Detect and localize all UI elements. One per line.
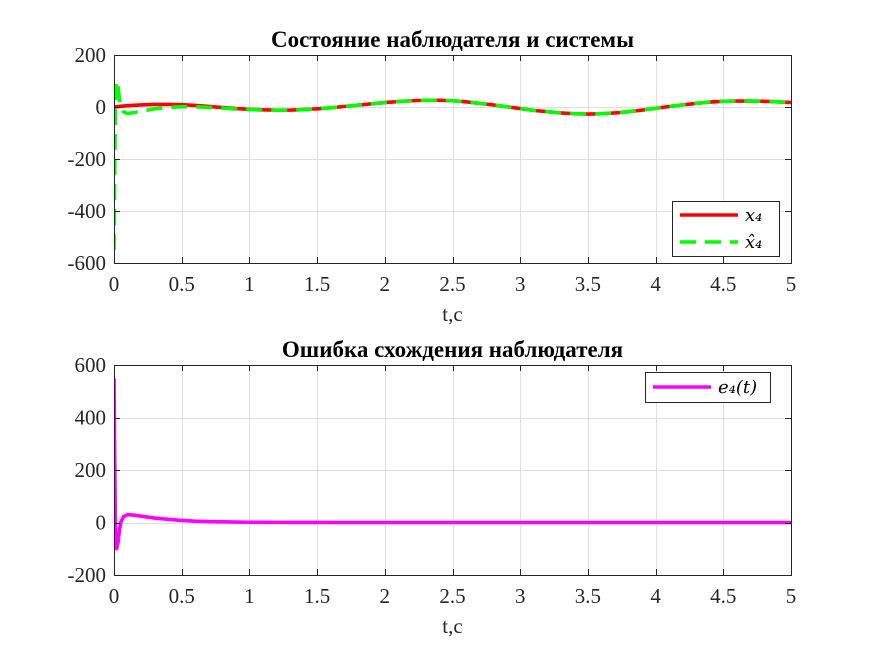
- x-tick-label: 5: [786, 272, 797, 296]
- legend: x₄ x̂₄: [672, 201, 780, 257]
- y-tick-label: -200: [68, 147, 107, 171]
- x-tick-label: 4: [650, 584, 661, 608]
- x-tick-label: 1: [244, 272, 255, 296]
- state-axes: 0 0.5 1 1.5 2 2.5 3 3.5 4 4.5 5 -600 -400 -200 0 200 Со…: [68, 27, 797, 326]
- grid: [114, 55, 791, 263]
- legend-label-error: e₄(t): [718, 377, 757, 398]
- y-tick-label: -200: [68, 563, 107, 587]
- legend-label-estimate: x̂₄: [745, 232, 762, 253]
- x-tick-label: 0: [109, 272, 120, 296]
- legend-box: [672, 201, 780, 257]
- y-tick-label: 600: [75, 353, 107, 377]
- y-tick-label: -400: [68, 199, 107, 223]
- series-layer: [114, 78, 792, 251]
- x-tick-label: 4.5: [710, 584, 736, 608]
- x-tick-label: 2: [380, 272, 391, 296]
- x-tick-label: 3: [515, 272, 526, 296]
- y-tick-label: 200: [75, 458, 107, 482]
- x-tick-label: 0.5: [169, 272, 195, 296]
- chart-title: Состояние наблюдателя и системы: [271, 27, 634, 52]
- y-tick-label: -600: [68, 251, 107, 275]
- x-tick-label: 1.5: [304, 272, 330, 296]
- tick-marks: [114, 55, 792, 264]
- legend-label-state: x₄: [745, 205, 762, 226]
- y-tick-label: 0: [96, 511, 107, 535]
- x-tick-label: 3.5: [575, 272, 601, 296]
- x-tick-label: 1.5: [304, 584, 330, 608]
- x-tick-label: 4.5: [710, 272, 736, 296]
- x-tick-label: 2: [380, 584, 391, 608]
- x-tick-label: 2.5: [439, 272, 465, 296]
- x-tick-label: 1: [244, 584, 255, 608]
- x-tick-label: 3.5: [575, 584, 601, 608]
- tick-labels: 0 0.5 1 1.5 2 2.5 3 3.5 4 4.5 5 -600 -400 -200 0 200: [68, 43, 797, 296]
- x-tick-label: 3: [515, 584, 526, 608]
- series-line-2: [114, 78, 792, 251]
- x-tick-label: 2.5: [439, 584, 465, 608]
- x-tick-label: 5: [786, 584, 797, 608]
- x-tick-label: 0.5: [169, 584, 195, 608]
- series-layer: [114, 378, 791, 551]
- tick-marks: [114, 365, 792, 576]
- series-line-1: [114, 378, 791, 551]
- chart-title: Ошибка схождения наблюдателя: [282, 337, 623, 362]
- y-tick-label: 400: [75, 406, 107, 430]
- x-axis-label: t,c: [442, 302, 462, 326]
- x-tick-label: 0: [109, 584, 120, 608]
- x-tick-label: 4: [650, 272, 661, 296]
- x-axis-label: t,c: [442, 614, 462, 638]
- legend: e₄(t): [645, 372, 771, 403]
- y-tick-label: 200: [75, 43, 107, 67]
- y-tick-label: 0: [96, 95, 107, 119]
